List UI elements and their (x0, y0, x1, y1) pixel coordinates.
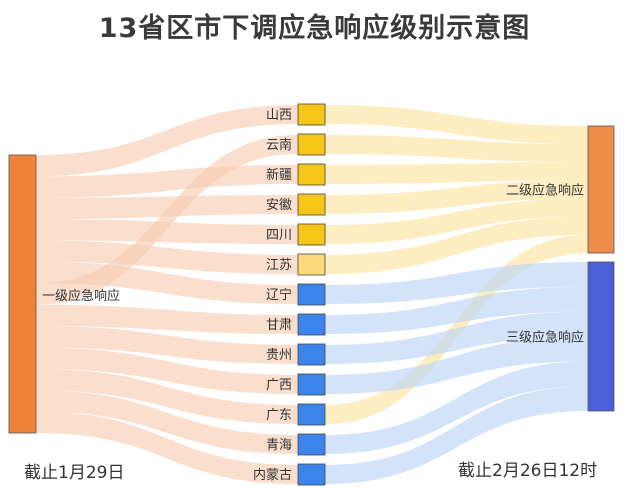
province-label: 辽宁 (266, 287, 292, 303)
province-label: 四川 (266, 228, 292, 243)
flow-link-right (325, 162, 588, 184)
source-node-bar (8, 154, 37, 434)
flow-link-left (36, 135, 298, 305)
province-box (297, 463, 326, 486)
flow-link-right (325, 386, 588, 484)
flow-link-left (36, 165, 298, 198)
diagram-title: 13省区市下调应急响应级别示意图 (98, 13, 531, 44)
province-box (297, 193, 326, 216)
province-label: 江苏 (266, 257, 292, 273)
left-date-caption: 截止1月29日 (24, 463, 125, 483)
province-label: 贵州 (266, 348, 292, 363)
province-box (297, 223, 326, 246)
flow-link-left (36, 105, 298, 177)
target-node-label: 二级应急响应 (506, 183, 584, 199)
flow-link-left (36, 390, 298, 454)
flow-link-right (325, 262, 588, 304)
target-node-bar (587, 261, 615, 412)
flow-link-right (325, 180, 588, 214)
flow-link-right (325, 361, 588, 454)
province-box (297, 163, 326, 186)
target-node-label: 三级应急响应 (506, 330, 584, 346)
province-label: 新疆 (266, 167, 292, 183)
province-box (297, 283, 326, 306)
right-date-caption: 截止2月26日12时 (458, 461, 598, 481)
flow-link-left (36, 326, 298, 364)
flow-link-right (325, 216, 588, 274)
flow-link-left (36, 195, 298, 220)
province-box (297, 103, 326, 126)
province-label: 广西 (266, 378, 292, 393)
province-box (297, 373, 326, 396)
province-box (297, 313, 326, 336)
province-label: 内蒙古 (253, 467, 292, 483)
province-label: 甘肃 (266, 318, 292, 333)
flow-link-left (36, 240, 298, 274)
target-node-bar (587, 125, 615, 254)
flow-link-left (36, 219, 298, 244)
province-box (297, 433, 326, 456)
flow-link-right (325, 135, 588, 163)
province-box (297, 343, 326, 366)
flow-link-left (36, 261, 298, 304)
flow-links (36, 105, 588, 484)
flow-link-left (36, 304, 298, 334)
flow-link-right (325, 336, 588, 394)
flow-link-left (36, 368, 298, 424)
source-node-label: 一级应急响应 (42, 288, 120, 304)
province-label: 青海 (266, 438, 292, 453)
province-box (297, 403, 326, 426)
province-label: 山西 (266, 108, 292, 123)
province-box (297, 253, 326, 276)
flow-link-right (325, 311, 588, 364)
province-box (297, 133, 326, 156)
flow-link-right (325, 286, 588, 334)
province-label: 云南 (266, 137, 292, 153)
flow-link-right (325, 198, 588, 244)
flow-link-left (36, 411, 298, 484)
flow-link-left (36, 347, 298, 394)
province-label: 安徽 (266, 198, 292, 213)
flow-link-right (325, 105, 588, 145)
province-label: 广东 (266, 408, 292, 423)
